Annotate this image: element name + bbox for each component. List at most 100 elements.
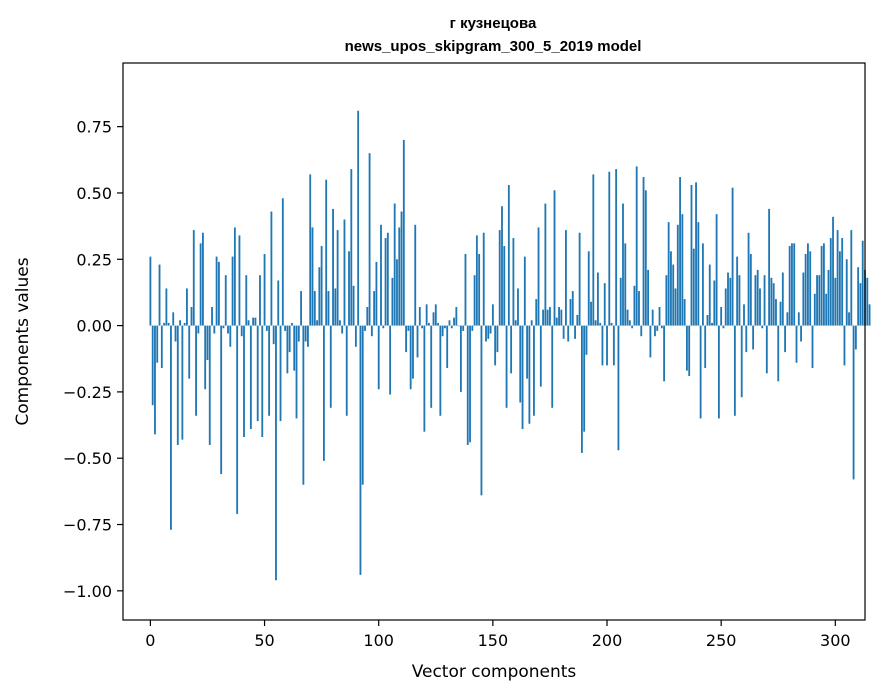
- bar: [832, 216, 834, 326]
- bar: [174, 325, 177, 342]
- bar: [211, 307, 213, 326]
- bar: [699, 325, 702, 419]
- bar: [667, 222, 670, 326]
- bar: [523, 256, 526, 326]
- bar: [259, 275, 261, 326]
- bar: [400, 211, 403, 326]
- bar: [428, 322, 430, 326]
- plot-frame: [122, 62, 866, 621]
- bar: [416, 325, 419, 358]
- bar: [505, 325, 508, 408]
- bar: [558, 307, 560, 326]
- bar: [827, 269, 830, 326]
- bar: [233, 227, 236, 326]
- bar: [309, 174, 312, 326]
- y-tick-label: −0.50: [63, 449, 112, 468]
- y-tick-label: −1.00: [63, 582, 112, 601]
- bar: [535, 299, 538, 326]
- bar: [578, 232, 581, 326]
- bar: [679, 177, 681, 326]
- bar: [569, 299, 572, 326]
- bar: [334, 288, 337, 326]
- bar: [441, 325, 444, 337]
- bar: [393, 203, 396, 326]
- bar: [421, 325, 423, 329]
- bar: [377, 325, 380, 390]
- bar: [418, 307, 421, 326]
- bar: [743, 304, 745, 326]
- bar: [455, 307, 458, 326]
- bar: [802, 272, 805, 326]
- bar: [551, 325, 554, 408]
- bar: [612, 325, 615, 366]
- bar: [165, 288, 168, 326]
- bar: [498, 230, 501, 326]
- x-tick-label: 200: [592, 631, 623, 650]
- bar: [348, 251, 350, 326]
- bar: [692, 248, 695, 326]
- bar: [866, 277, 869, 326]
- bar: [818, 275, 821, 326]
- bar: [571, 291, 574, 326]
- bar: [302, 325, 305, 485]
- bar: [475, 235, 478, 326]
- bars-group: [149, 110, 871, 581]
- bar: [437, 322, 439, 326]
- bar: [763, 275, 766, 326]
- bar: [788, 246, 791, 326]
- bar: [647, 269, 650, 326]
- bar: [651, 309, 654, 326]
- bar: [444, 325, 446, 329]
- bar: [674, 288, 677, 326]
- bar: [537, 227, 540, 326]
- bar: [501, 206, 503, 326]
- bar: [345, 325, 348, 416]
- bar: [599, 322, 602, 326]
- bar: [859, 283, 862, 326]
- bar: [708, 264, 711, 326]
- bar: [610, 322, 613, 326]
- bar: [795, 325, 798, 363]
- bar: [546, 309, 549, 326]
- bar: [224, 275, 227, 326]
- bar: [644, 190, 647, 326]
- bar: [720, 307, 723, 326]
- bar: [396, 259, 398, 326]
- bar: [565, 230, 567, 326]
- bar: [325, 179, 328, 326]
- bar: [206, 325, 209, 361]
- bar: [585, 325, 588, 355]
- bar: [149, 256, 152, 326]
- bar: [845, 259, 848, 326]
- bar: [304, 325, 307, 342]
- bar: [626, 309, 629, 326]
- bar: [154, 325, 156, 435]
- bar: [450, 325, 453, 329]
- y-tick-label: 0.00: [76, 317, 112, 336]
- bar: [425, 304, 428, 326]
- bar: [307, 325, 309, 347]
- bar: [533, 325, 535, 416]
- bar: [530, 320, 533, 326]
- bar: [592, 174, 595, 326]
- bar: [697, 222, 700, 326]
- bar: [841, 238, 844, 326]
- bar: [772, 283, 775, 326]
- y-tick-label: 0.25: [76, 250, 112, 269]
- bar: [172, 312, 175, 326]
- bar: [713, 280, 716, 326]
- bar: [199, 243, 202, 326]
- y-axis-label: Components values: [13, 257, 33, 425]
- bar: [359, 325, 362, 575]
- bar: [544, 203, 547, 326]
- bar: [510, 325, 513, 374]
- bar: [332, 208, 334, 326]
- bar: [606, 325, 608, 366]
- bar: [688, 325, 691, 376]
- bar: [423, 325, 426, 432]
- bar: [167, 322, 170, 326]
- bar: [715, 214, 718, 326]
- bar: [398, 227, 401, 326]
- bar: [791, 243, 793, 326]
- bar: [642, 177, 645, 326]
